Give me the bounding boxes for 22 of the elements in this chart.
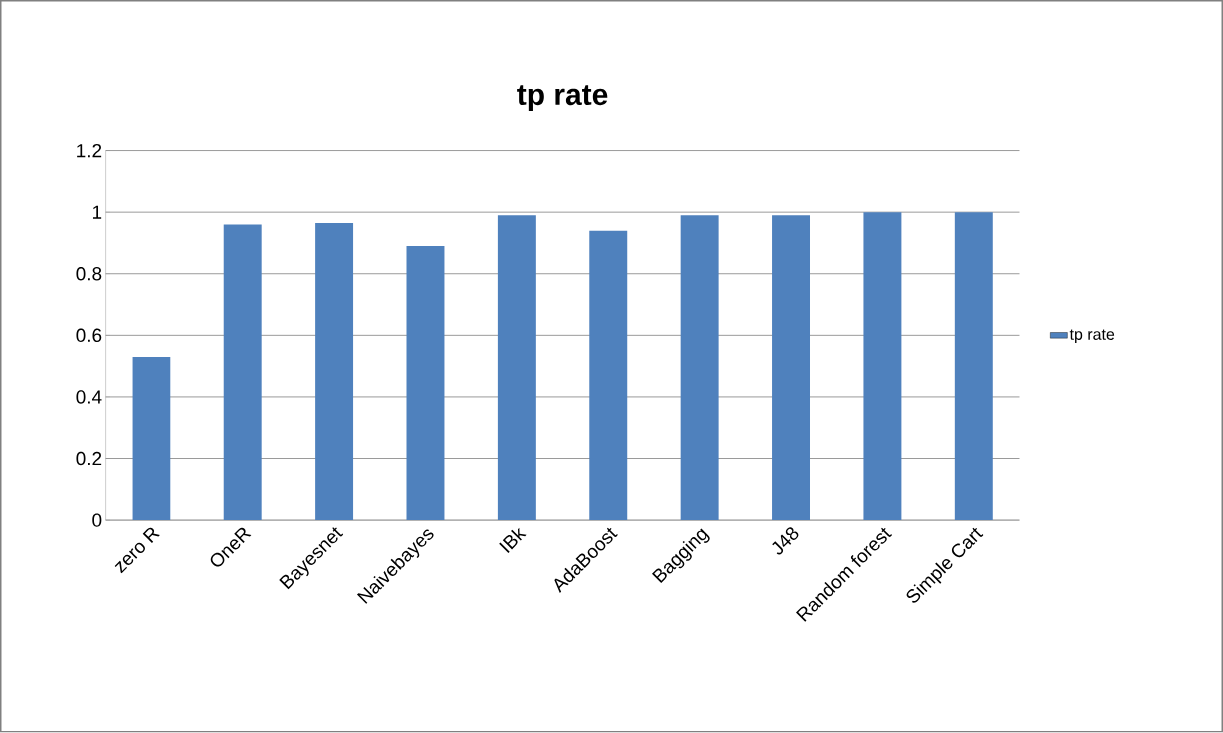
bar <box>132 357 171 521</box>
y-tick-label: 0 <box>92 513 102 528</box>
y-tick-label: 1.2 <box>77 144 102 158</box>
bar <box>315 223 354 521</box>
y-tick-label: 1 <box>92 205 102 219</box>
bar <box>497 215 536 521</box>
bar <box>406 246 445 521</box>
bar <box>223 224 262 521</box>
y-tick-label: 0.4 <box>76 390 102 404</box>
y-tick-label: 0.6 <box>76 328 102 343</box>
x-tick-label: J48 <box>772 527 799 555</box>
x-tick-label: IBk <box>499 528 527 554</box>
y-tick-label: 0.8 <box>76 267 102 281</box>
bar <box>589 230 628 521</box>
bar <box>863 212 902 521</box>
legend-label: tp rate <box>1069 329 1115 344</box>
y-tick-label: 0.2 <box>76 452 102 466</box>
bar <box>680 215 719 521</box>
x-tick-label: zero R <box>114 527 160 574</box>
bar <box>772 215 810 521</box>
chart-title: tp rate <box>517 85 608 112</box>
bar <box>954 212 993 521</box>
